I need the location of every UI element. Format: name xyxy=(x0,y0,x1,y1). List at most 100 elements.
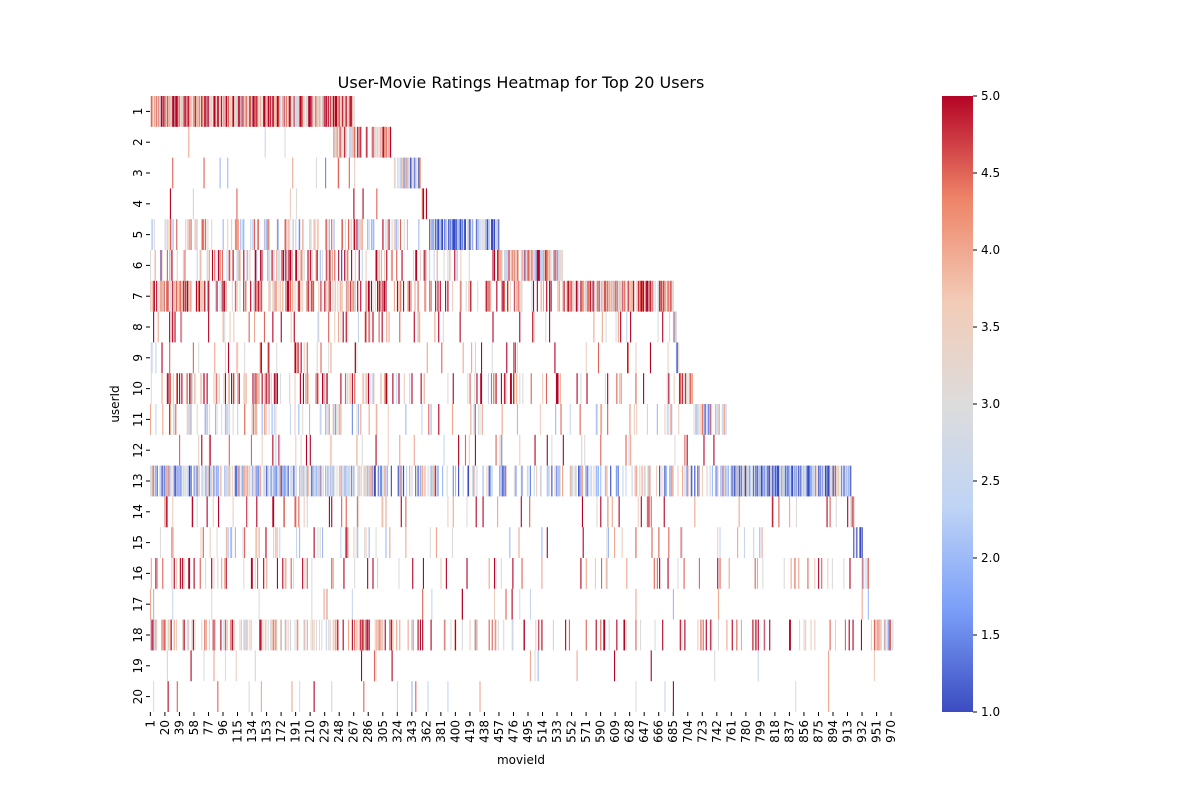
heatmap-cell xyxy=(562,465,564,497)
heatmap-cell xyxy=(150,96,152,127)
heatmap-cell xyxy=(603,280,605,312)
heatmap-cell xyxy=(737,527,739,558)
heatmap-cell xyxy=(370,465,373,497)
heatmap-cell xyxy=(459,219,461,250)
heatmap-cell xyxy=(399,465,402,497)
heatmap-cell xyxy=(614,280,616,312)
heatmap-cell xyxy=(234,527,236,558)
heatmap-cell xyxy=(623,619,625,651)
heatmap-cell xyxy=(559,250,561,281)
heatmap-cell xyxy=(743,465,745,497)
heatmap-cell xyxy=(305,434,308,466)
heatmap-cell xyxy=(600,465,602,497)
heatmap-cell xyxy=(339,96,341,127)
heatmap-cell xyxy=(346,465,348,497)
heatmap-cell xyxy=(498,250,500,281)
heatmap-cell xyxy=(253,96,256,127)
heatmap-cell xyxy=(535,250,537,281)
heatmap-cell xyxy=(205,404,207,435)
heatmap-cell xyxy=(347,311,349,343)
y-tick-label: 2 xyxy=(131,138,145,146)
heatmap-cell xyxy=(221,404,223,435)
heatmap-cell xyxy=(350,96,352,127)
heatmap-cell xyxy=(285,96,287,127)
heatmap-cell xyxy=(202,96,204,127)
heatmap-cell xyxy=(351,96,353,127)
heatmap-cell xyxy=(244,96,246,127)
heatmap-cell xyxy=(549,250,551,281)
heatmap-cell xyxy=(169,404,171,435)
heatmap-cell xyxy=(392,619,394,651)
heatmap-cell xyxy=(435,280,437,312)
heatmap-cell xyxy=(753,527,755,558)
heatmap-cell xyxy=(156,558,158,589)
heatmap-cell xyxy=(429,465,431,497)
heatmap-cell xyxy=(697,619,699,651)
heatmap-cell xyxy=(675,311,677,343)
heatmap-cell xyxy=(606,465,608,497)
heatmap-cell xyxy=(298,280,300,312)
heatmap-cell xyxy=(661,465,663,497)
heatmap-cell xyxy=(188,558,190,589)
heatmap-cell xyxy=(324,96,326,127)
heatmap-cell xyxy=(698,558,700,589)
heatmap-cell xyxy=(600,496,602,528)
heatmap-cell xyxy=(424,465,426,497)
heatmap-cell xyxy=(720,465,722,497)
heatmap-cell xyxy=(725,404,727,435)
heatmap-cell xyxy=(352,96,354,127)
heatmap-cell xyxy=(505,250,507,281)
heatmap-cell xyxy=(855,527,857,558)
heatmap-cell xyxy=(275,434,277,466)
heatmap-cell xyxy=(283,496,285,528)
heatmap-cell xyxy=(320,342,322,374)
heatmap-cell xyxy=(552,250,554,281)
heatmap-cell xyxy=(333,126,335,158)
heatmap-cell xyxy=(283,496,285,528)
heatmap-cell xyxy=(485,280,487,312)
heatmap-cell xyxy=(245,280,247,312)
heatmap-cell xyxy=(400,280,402,312)
heatmap-cell xyxy=(245,373,247,404)
heatmap-cell xyxy=(635,619,637,651)
heatmap-cell xyxy=(607,527,609,558)
heatmap-cell xyxy=(283,465,285,497)
heatmap-cell xyxy=(646,280,648,312)
heatmap-cell xyxy=(325,280,327,312)
heatmap-cell xyxy=(356,342,358,374)
heatmap-cell xyxy=(382,126,384,158)
heatmap-cell xyxy=(281,465,283,497)
heatmap-cell xyxy=(542,280,545,312)
heatmap-cell xyxy=(193,96,195,127)
heatmap-cell xyxy=(846,465,848,497)
heatmap-cell xyxy=(494,619,496,651)
heatmap-cell xyxy=(253,373,256,404)
heatmap-cell xyxy=(569,465,571,497)
heatmap-cell xyxy=(172,280,175,312)
heatmap-cell xyxy=(557,250,559,281)
heatmap-cell xyxy=(407,280,409,312)
heatmap-cell xyxy=(595,619,597,651)
heatmap-cell xyxy=(623,619,626,651)
heatmap-cell xyxy=(403,465,405,497)
heatmap-cell xyxy=(581,465,583,497)
heatmap-cell xyxy=(340,527,342,558)
heatmap-cell xyxy=(514,280,516,312)
heatmap-cell xyxy=(831,465,833,497)
heatmap-cell xyxy=(641,280,643,312)
heatmap-cell xyxy=(328,250,330,281)
heatmap-cell xyxy=(156,619,158,651)
heatmap-cell xyxy=(724,404,726,435)
heatmap-cell xyxy=(154,250,156,281)
heatmap-cell xyxy=(739,465,741,497)
heatmap-cell xyxy=(400,496,402,528)
colorbar-tick-label: 4.5 xyxy=(981,166,1000,180)
heatmap-cell xyxy=(755,619,757,651)
heatmap-cell xyxy=(232,250,234,281)
heatmap-cell xyxy=(221,250,223,281)
heatmap-cell xyxy=(771,465,773,497)
heatmap-cell xyxy=(264,619,266,651)
heatmap-cell xyxy=(372,465,374,497)
heatmap-cell xyxy=(196,465,198,497)
heatmap-cell xyxy=(153,219,155,250)
